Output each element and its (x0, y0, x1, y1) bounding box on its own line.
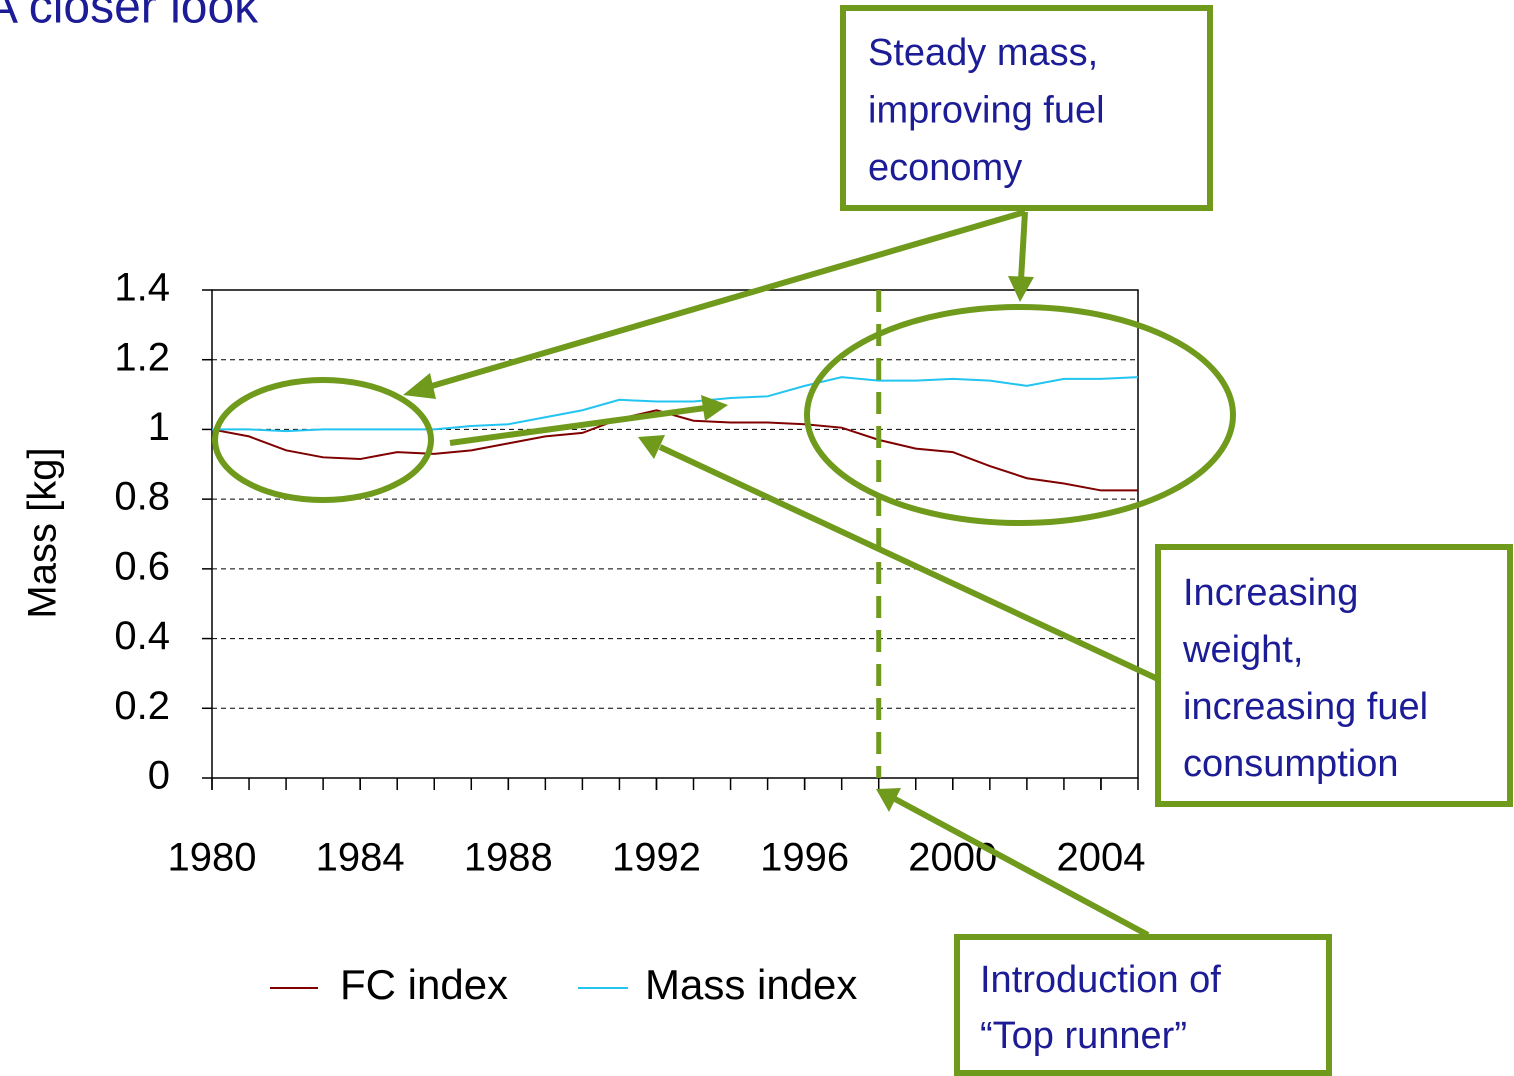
annotation-box (840, 5, 1213, 211)
data-line (211, 409, 1138, 492)
highlight-ellipse (212, 377, 434, 503)
y-tick-label: 1.4 (114, 266, 170, 310)
annotation-text: economy (868, 147, 1022, 189)
highlight-ellipse (804, 304, 1236, 526)
y-tick-label: 0.2 (114, 684, 170, 728)
legend-label: Mass index (645, 961, 857, 1008)
annotation-box (954, 934, 1332, 1076)
y-tick-label: 0 (148, 754, 170, 798)
annotation-text: improving fuel (868, 90, 1105, 132)
x-tick-label: 1996 (760, 836, 849, 880)
arrow (1018, 211, 1028, 281)
arrowheads (403, 276, 1034, 812)
chart-title: A closer look (0, 0, 259, 34)
y-tick-label: 0.6 (114, 544, 170, 588)
arrowhead (1008, 276, 1034, 302)
annotation-text: increasing fuel (1183, 686, 1428, 728)
y-axis-label: Mass [kg] (21, 447, 65, 618)
arrowhead (701, 395, 728, 421)
y-tick-label: 0.4 (114, 614, 170, 658)
annotation-text: Increasing (1183, 572, 1358, 614)
x-tick-label: 1988 (464, 836, 553, 880)
arrowhead (638, 435, 665, 459)
annotation-text: “Top runner” (980, 1015, 1187, 1057)
legend: FC index Mass index (270, 961, 857, 1008)
legend-label: FC index (340, 961, 508, 1008)
arrowhead (876, 788, 901, 812)
arrowhead (403, 373, 436, 399)
plot-border (211, 289, 1139, 779)
x-tick-label: 2004 (1056, 836, 1145, 880)
annotation-text: consumption (1183, 743, 1398, 785)
annotation-text: Steady mass, (868, 32, 1098, 74)
data-line (212, 376, 1139, 433)
plot-area: 0 0.2 0.4 0.6 0.8 1 1.2 1.4 1980 1984 1988 1992 1996… (114, 266, 1145, 880)
x-tick-label: 1984 (316, 836, 405, 880)
y-tick-label: 1.2 (114, 335, 170, 379)
annotation-text: Introduction of (980, 959, 1221, 1001)
y-tick-label: 1 (148, 405, 170, 449)
annotation-text: weight, (1182, 629, 1303, 671)
annotation-shapes (212, 5, 1513, 1076)
x-tick-label: 2000 (908, 836, 997, 880)
x-tick-label: 1992 (612, 836, 701, 880)
arrow (424, 209, 1026, 391)
arrow (893, 796, 1150, 938)
x-tick-label: 1980 (168, 836, 257, 880)
y-tick-label: 0.8 (114, 475, 170, 519)
arrow (449, 405, 706, 446)
arrow (658, 444, 1162, 683)
annotation-box (1155, 544, 1513, 807)
